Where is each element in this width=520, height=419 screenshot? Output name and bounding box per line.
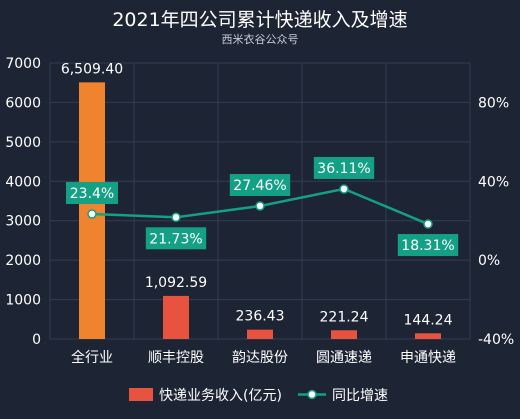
- right-tick-label: -40%: [478, 332, 514, 348]
- chart-subtitle: 西米衣谷公众号: [222, 32, 299, 46]
- left-tick-label: 6000: [5, 95, 41, 111]
- line-point: [339, 184, 349, 194]
- bar-value-label: 1,092.59: [145, 275, 207, 291]
- left-tick-label: 7000: [5, 56, 41, 72]
- bar: [331, 330, 357, 339]
- legend-item-growth[interactable]: 同比增速: [298, 388, 388, 404]
- line-value-text: 18.31%: [401, 238, 454, 254]
- line-value-label: 21.73%: [145, 227, 207, 250]
- line-series: [87, 184, 433, 229]
- bar-value-label: 236.43: [236, 309, 285, 325]
- right-tick-label: 0%: [478, 253, 500, 269]
- bar: [247, 329, 273, 339]
- label-box: [66, 182, 118, 205]
- bar-value-label: 6,509.40: [61, 61, 123, 77]
- line-point: [171, 212, 181, 223]
- line-point: [255, 201, 265, 211]
- category-label: 全行业: [71, 349, 113, 366]
- left-tick-label: 5000: [5, 135, 41, 151]
- line-value-label: 23.4%: [66, 182, 118, 205]
- label-box: [145, 227, 207, 250]
- bar-value-label: 144.24: [404, 312, 453, 328]
- line-value-text: 36.11%: [317, 161, 370, 177]
- legend-label: 快递业务收入(亿元): [159, 388, 282, 404]
- bar: [163, 295, 189, 339]
- line-point: [87, 209, 97, 219]
- left-axis-ticks: 0 1000 2000 3000 4000 5000 6000 7000: [5, 56, 41, 348]
- label-box: [229, 174, 291, 197]
- category-labels: 全行业 顺丰控股 韵达股份 圆通速递 申通快递: [71, 349, 456, 366]
- category-label: 韵达股份: [232, 350, 288, 366]
- legend-item-revenue[interactable]: 快递业务收入(亿元): [129, 388, 282, 404]
- left-tick-label: 1000: [5, 293, 41, 309]
- label-box: [313, 156, 375, 179]
- line-value-label: 36.11%: [313, 156, 375, 179]
- category-label: 申通快递: [400, 350, 456, 366]
- chart-title: 2021年四公司累计快递收入及增速: [112, 9, 407, 31]
- left-tick-label: 4000: [5, 174, 41, 190]
- right-tick-label: 80%: [478, 95, 509, 111]
- category-label: 顺丰控股: [148, 350, 204, 366]
- label-box: [397, 234, 459, 257]
- bar-labels: 6,509.40 1,092.59 236.43 221.24 144.24: [61, 61, 453, 328]
- line-value-label: 27.46%: [229, 174, 291, 197]
- bar-value-label: 221.24: [320, 309, 369, 325]
- right-axis-ticks: -40% 0% 40% 80%: [478, 95, 514, 348]
- legend-swatch-bar: [129, 388, 153, 401]
- line-value-label: 18.31%: [397, 234, 459, 257]
- line-value-text: 27.46%: [233, 178, 286, 194]
- line-value-text: 23.4%: [70, 186, 114, 202]
- line-labels: 23.4% 21.73% 27.46% 36.11% 18.31%: [66, 156, 459, 257]
- line-value-text: 21.73%: [149, 231, 202, 247]
- left-tick-label: 3000: [5, 214, 41, 230]
- legend[interactable]: 快递业务收入(亿元) 同比增速: [129, 388, 388, 404]
- left-tick-label: 2000: [5, 253, 41, 269]
- bar: [415, 333, 441, 339]
- left-tick-label: 0: [32, 332, 41, 348]
- line-point: [423, 219, 433, 229]
- right-tick-label: 40%: [478, 174, 509, 190]
- legend-label: 同比增速: [332, 388, 388, 404]
- category-label: 圆通速递: [316, 350, 372, 366]
- legend-swatch-point: [307, 389, 317, 400]
